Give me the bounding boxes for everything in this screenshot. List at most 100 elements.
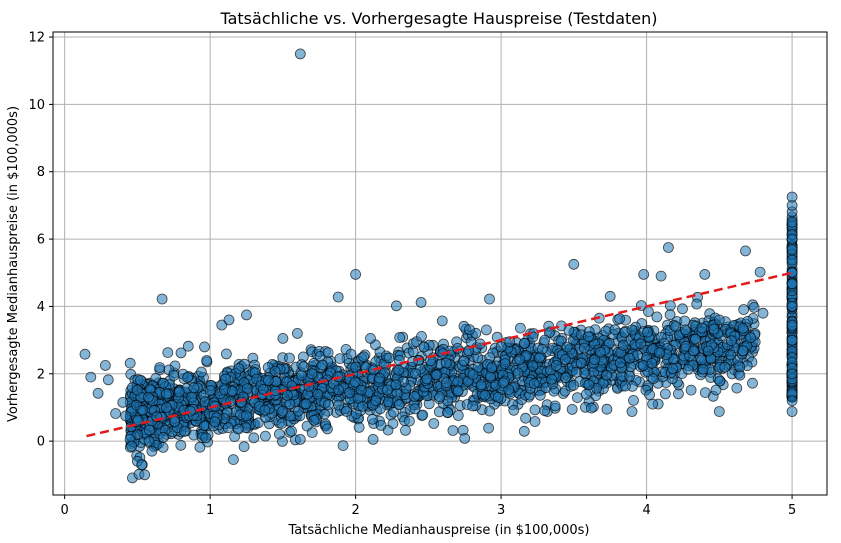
data-point — [390, 379, 402, 391]
data-point — [387, 418, 399, 430]
y-tick-label: 0 — [37, 435, 45, 450]
data-point — [175, 347, 187, 359]
data-point — [600, 325, 612, 337]
data-point — [748, 301, 760, 313]
data-point — [262, 375, 274, 386]
data-point — [431, 369, 443, 381]
x-axis-label: Tatsächliche Medianhauspreise (in $100,0… — [288, 523, 590, 538]
x-tick-label: 5 — [788, 503, 796, 518]
data-point — [157, 441, 169, 453]
data-point — [92, 387, 104, 399]
data-point — [403, 415, 415, 427]
data-point — [410, 368, 421, 380]
data-point — [601, 403, 613, 415]
data-point — [737, 322, 749, 334]
data-point — [126, 440, 138, 452]
y-tick-label: 2 — [37, 367, 45, 382]
data-point — [475, 379, 487, 391]
data-point — [667, 363, 678, 375]
data-point — [560, 372, 571, 384]
data-point — [786, 278, 798, 290]
data-point — [341, 405, 352, 417]
data-point — [725, 349, 737, 361]
data-point — [350, 268, 362, 280]
data-point — [539, 334, 551, 346]
data-point — [568, 379, 579, 391]
data-point — [168, 370, 180, 381]
data-point — [175, 439, 187, 451]
y-tick-label: 8 — [37, 165, 45, 180]
plot-frame — [52, 31, 828, 496]
data-point — [563, 324, 575, 336]
data-point — [677, 303, 688, 315]
data-point — [173, 386, 185, 398]
data-point — [418, 341, 430, 353]
data-point — [353, 421, 365, 433]
x-tick-label: 0 — [60, 503, 68, 518]
data-point — [646, 357, 658, 369]
data-point — [316, 359, 328, 371]
data-point — [691, 298, 703, 310]
data-point — [561, 341, 573, 353]
data-point — [277, 332, 289, 344]
data-point — [388, 406, 399, 418]
data-point — [100, 359, 111, 371]
data-point — [682, 363, 694, 375]
data-point — [508, 404, 520, 416]
data-point — [241, 309, 252, 321]
data-point — [620, 380, 631, 392]
data-point — [539, 405, 551, 417]
data-point — [786, 233, 798, 245]
data-point — [519, 337, 530, 349]
data-point — [583, 331, 594, 343]
data-point — [188, 382, 200, 394]
data-point — [534, 389, 546, 401]
data-point — [663, 242, 674, 253]
data-point — [697, 363, 709, 375]
data-point — [393, 399, 405, 411]
data-point — [515, 322, 526, 334]
data-point — [225, 395, 237, 407]
y-axis-ticks: 0 2 4 6 8 10 12 — [28, 31, 53, 450]
y-tick-label: 4 — [37, 300, 45, 315]
data-point — [514, 354, 526, 365]
data-point — [786, 368, 798, 380]
data-point — [428, 418, 440, 429]
data-point — [572, 392, 583, 404]
data-point — [464, 324, 475, 336]
data-point — [365, 332, 376, 344]
data-point — [142, 391, 154, 403]
data-point — [323, 399, 334, 411]
data-point — [702, 345, 714, 357]
data-point — [483, 422, 495, 434]
data-point — [248, 432, 260, 444]
data-point — [614, 357, 626, 369]
data-point — [528, 378, 540, 390]
data-point — [154, 362, 166, 373]
data-point — [626, 406, 638, 417]
data-point — [337, 440, 349, 452]
x-tick-label: 3 — [497, 503, 505, 518]
data-point — [710, 384, 722, 396]
data-point — [786, 254, 798, 266]
chart-title: Tatsächliche vs. Vorhergesagte Hauspreis… — [219, 9, 657, 28]
data-point — [291, 327, 303, 339]
data-point — [447, 425, 459, 436]
y-axis-label: Vorhergesagte Medianhauspreise (in $100,… — [6, 106, 21, 422]
data-point — [520, 412, 531, 424]
data-point — [551, 360, 562, 371]
data-point — [467, 369, 479, 381]
data-point — [131, 384, 143, 396]
data-point — [786, 395, 798, 407]
data-point — [227, 454, 239, 466]
data-point — [726, 335, 737, 347]
data-point — [609, 324, 621, 336]
data-point — [786, 406, 798, 417]
data-point — [786, 216, 798, 228]
x-axis-ticks: 0 1 2 3 4 5 — [60, 495, 796, 518]
data-point — [306, 368, 318, 380]
data-point — [178, 425, 190, 437]
data-point — [417, 409, 429, 421]
x-tick-label: 4 — [642, 503, 650, 518]
